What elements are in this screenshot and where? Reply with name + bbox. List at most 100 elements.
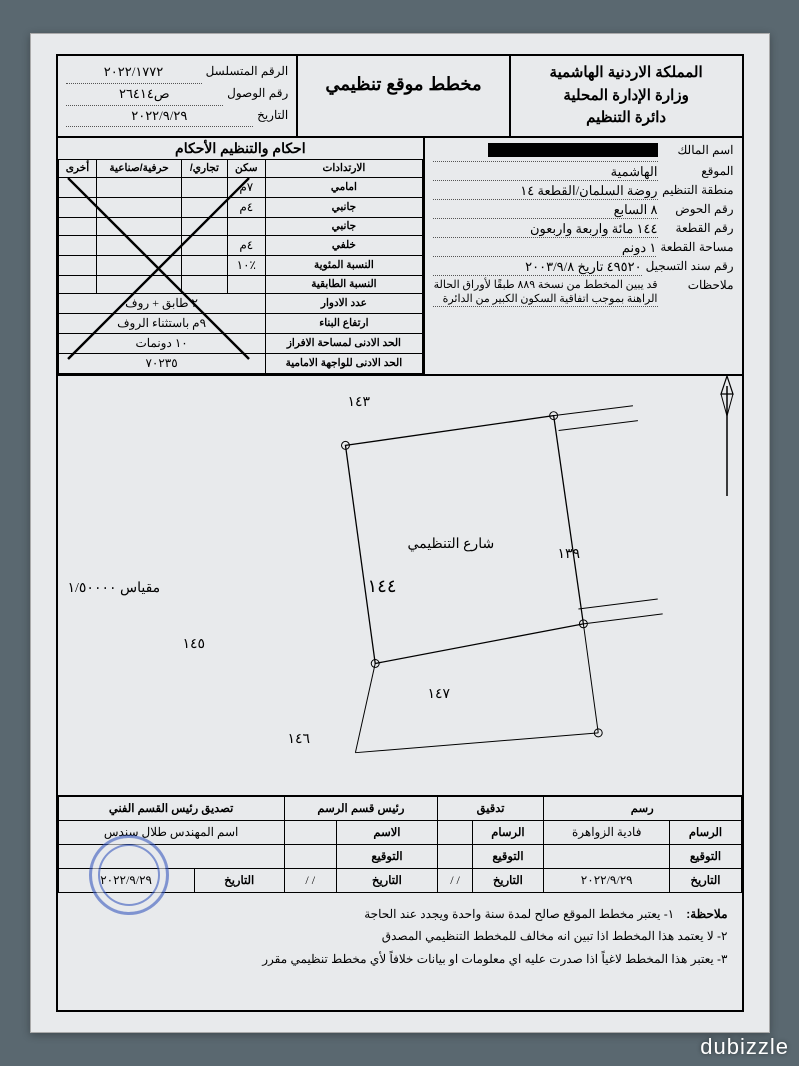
reg-row-label: الحد الادنى لمساحة الافراز (265, 333, 422, 353)
document-frame: المملكة الاردنية الهاشمية وزارة الإدارة … (56, 54, 744, 1012)
area-label: مساحة القطعة (660, 240, 733, 257)
info-regulations-row: اسم المالك الموقع الهاشمية منطقة التنظيم ر… (58, 138, 742, 376)
sig-lbl: التاريخ (194, 868, 284, 892)
reg-cell (181, 255, 227, 275)
note-3: ٣- يعتبر هذا المخطط لاغياً اذا صدرت عليه… (72, 948, 728, 971)
reg-cell: ٪١٠ (227, 255, 265, 275)
reg-cell: ٩م باستثناء الروف (58, 313, 265, 333)
sig-val: اسم المهندس طلال سندس (58, 820, 284, 844)
scale-label: مقياس ١/٥٠٠٠٠ (68, 580, 161, 597)
sig-val-stamp (58, 844, 284, 868)
country-name: المملكة الاردنية الهاشمية (515, 62, 738, 85)
reg-col-commercial: تجاري/ (181, 159, 227, 177)
date-value: ٢٠٢٢/٩/٢٩ (66, 106, 254, 128)
basin-value: ٨ السابع (433, 202, 657, 219)
reg-col-other: أخرى (58, 159, 97, 177)
sig-lbl: التوقيع (472, 844, 543, 868)
sig-lbl: التاريخ (336, 868, 437, 892)
sig-lbl: التوقيع (336, 844, 437, 868)
reg-cell (181, 275, 227, 293)
area-value: ١ دونم (433, 240, 656, 257)
sig-val (438, 844, 473, 868)
plot-value: ١٤٤ مائة واربعة واربعون (433, 221, 657, 238)
sig-val: / / (438, 868, 473, 892)
reg-row-label: ارتفاع البناء (265, 313, 422, 333)
sig-val: / / (284, 868, 336, 892)
reg-cell: ٧٠٢٣٥ (58, 353, 265, 373)
reg-cell (97, 177, 182, 197)
reg-cell (181, 235, 227, 255)
reg-cell: ٢ طابق + روف (58, 293, 265, 313)
document-paper: المملكة الاردنية الهاشمية وزارة الإدارة … (30, 33, 770, 1033)
plot-label: رقم القطعة (662, 221, 734, 238)
signature-table: رسم تدقيق رئيس قسم الرسم تصديق رئيس القس… (58, 796, 742, 893)
sig-header-audit: تدقيق (438, 796, 544, 820)
reg-cell (97, 197, 182, 217)
date-label: التاريخ (257, 106, 288, 128)
serial-value: ٢٠٢٢/١٧٧٢ (66, 62, 202, 84)
notes-label: ملاحظات (662, 278, 734, 308)
regulations-table: الارتدادات سكن تجاري/ حرفية/صناعية أخرى … (58, 159, 424, 374)
reg-row-label: عدد الادوار (265, 293, 422, 313)
reg-row-label: خلفي (265, 235, 422, 255)
header-meta: الرقم المتسلسل ٢٠٢٢/١٧٧٢ رقم الوصول ص٢٦٤… (58, 56, 297, 136)
footer-notes: ملاحظة: ١- يعتبر مخطط الموقع صالح لمدة س… (58, 893, 742, 971)
sig-val (543, 844, 670, 868)
plot-label-139: ١٣٩ (558, 546, 581, 563)
header-row: المملكة الاردنية الهاشمية وزارة الإدارة … (58, 56, 742, 138)
sig-lbl: الاسم (336, 820, 437, 844)
zone-label: منطقة التنظيم (662, 183, 734, 200)
reg-col-residential: سكن (227, 159, 265, 177)
reg-row-label: النسبة المئوية (265, 255, 422, 275)
reg-row-label: امامي (265, 177, 422, 197)
loc-value: الهاشمية (433, 164, 657, 181)
plot-label-143: ١٤٣ (348, 394, 371, 411)
plot-label-144: ١٤٤ (368, 576, 397, 597)
plot-label-147: ١٤٧ (428, 686, 451, 703)
sig-lbl: التوقيع (670, 844, 741, 868)
watermark-text: dubizzle (700, 1034, 789, 1060)
reg-cell: ٤م (227, 235, 265, 255)
zone-value: روضة السلمان/القطعة ١٤ (433, 183, 657, 200)
reg-cell (58, 197, 97, 217)
notes-title: ملاحظة: (686, 903, 727, 926)
dept-name: دائرة التنظيم (515, 107, 738, 130)
basin-label: رقم الحوض (662, 202, 734, 219)
reg-row-label: الحد الادنى للواجهة الامامية (265, 353, 422, 373)
reg-cell (181, 197, 227, 217)
plot-label-145: ١٤٥ (183, 636, 206, 653)
owner-label: اسم المالك (662, 143, 734, 162)
reg-cell (58, 217, 97, 235)
reg-cell (97, 217, 182, 235)
arrival-label: رقم الوصول (227, 84, 288, 106)
reg-cell (97, 255, 182, 275)
reg-row-label: جانبي (265, 197, 422, 217)
serial-label: الرقم المتسلسل (206, 62, 289, 84)
reg-cell (181, 177, 227, 197)
reg-cell: ٤م (227, 197, 265, 217)
header-authority: المملكة الاردنية الهاشمية وزارة الإدارة … (509, 56, 742, 136)
reg-cell (97, 235, 182, 255)
reg-cell: ٧م (227, 177, 265, 197)
sig-val: فادية الزواهرة (543, 820, 670, 844)
sig-lbl: التاريخ (472, 868, 543, 892)
sig-header-section: رئيس قسم الرسم (284, 796, 437, 820)
reg-cell (97, 275, 182, 293)
deed-label: رقم سند التسجيل (646, 259, 734, 276)
loc-label: الموقع (662, 164, 734, 181)
reg-cell (58, 275, 97, 293)
sig-val: ٢٠٢٢/٩/٢٩ (543, 868, 670, 892)
sig-val (284, 820, 336, 844)
north-arrow-icon (712, 376, 742, 506)
reg-cell (227, 275, 265, 293)
redaction-bar (488, 143, 658, 157)
note-1: ١- يعتبر مخطط الموقع صالح لمدة سنة واحدة… (364, 903, 674, 926)
deed-value: ٤٩٥٢٠ تاريخ ٢٠٠٣/٩/٨ (433, 259, 641, 276)
reg-cell (58, 235, 97, 255)
ministry-name: وزارة الإدارة المحلية (515, 85, 738, 108)
info-column: اسم المالك الموقع الهاشمية منطقة التنظيم ر… (423, 138, 741, 374)
notes-value: قد يبين المخطط من نسخة ٨٨٩ طبقًا لأوراق … (433, 278, 657, 308)
regulations-title: احكام والتنظيم الأحكام (58, 138, 424, 159)
sig-val: ٢٠٢٢/٩/٢٩ (58, 868, 194, 892)
sig-lbl: الرسام (472, 820, 543, 844)
